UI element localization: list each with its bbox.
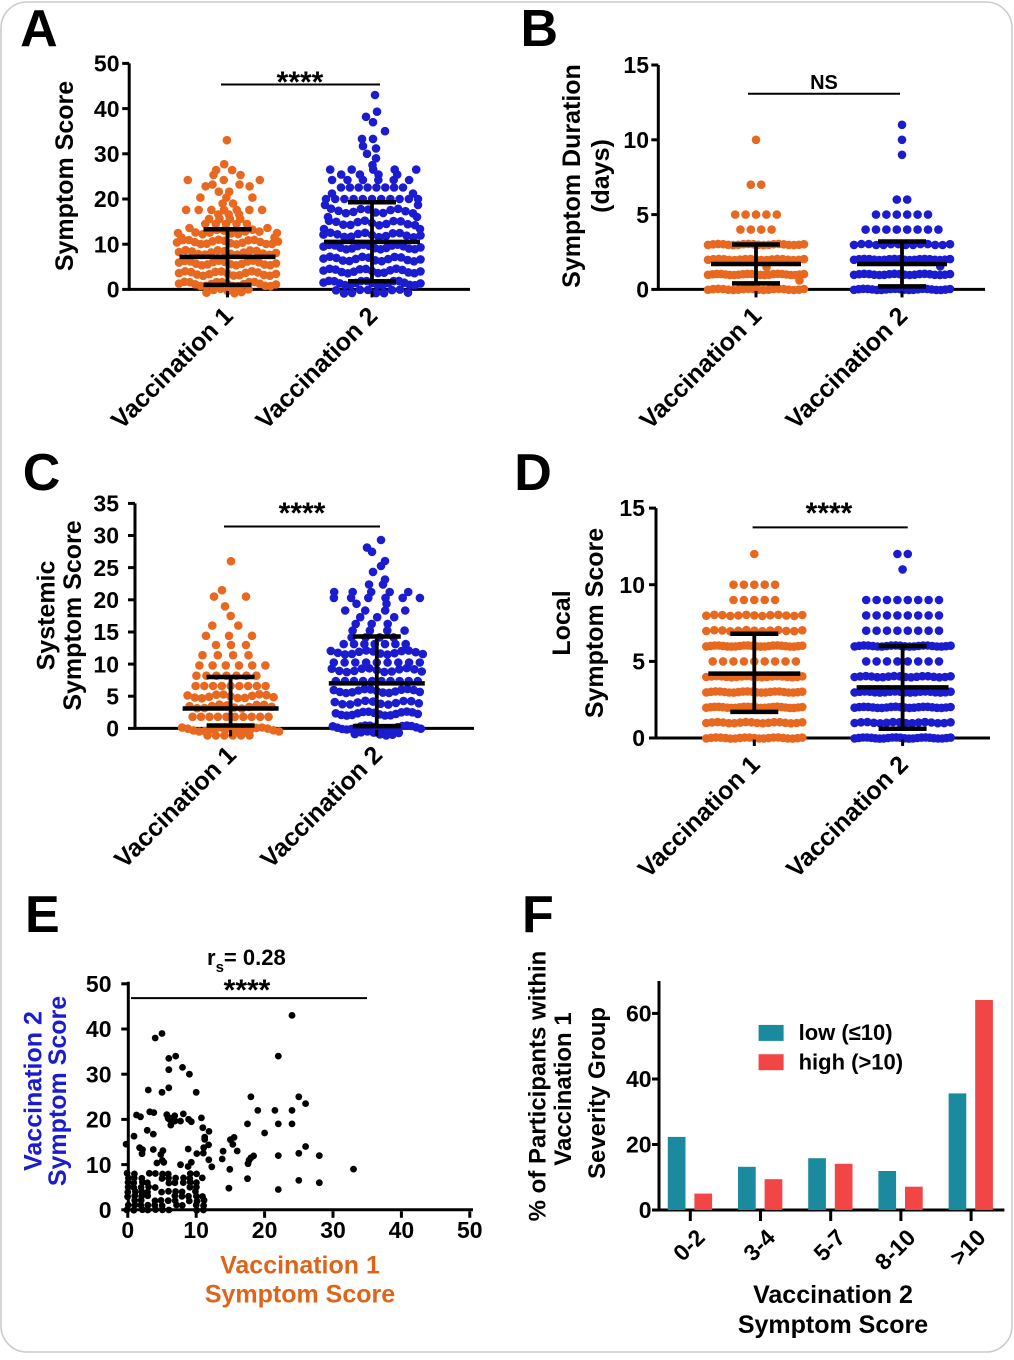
svg-text:25: 25: [93, 555, 119, 581]
svg-text:0: 0: [99, 1197, 112, 1223]
svg-text:high (>10): high (>10): [799, 1050, 904, 1075]
svg-text:20: 20: [86, 1107, 112, 1133]
svg-text:****: ****: [224, 974, 271, 1007]
svg-text:20: 20: [626, 1132, 652, 1158]
svg-text:20: 20: [252, 1217, 278, 1243]
svg-text:Symptom Score: Symptom Score: [205, 1280, 395, 1308]
svg-text:10: 10: [623, 127, 649, 153]
svg-text:****: ****: [279, 497, 326, 530]
svg-text:Local: Local: [548, 590, 576, 655]
svg-text:35: 35: [93, 491, 119, 517]
svg-text:0: 0: [106, 716, 119, 742]
svg-text:A: A: [20, 0, 58, 58]
svg-text:C: C: [23, 444, 61, 502]
svg-text:Vaccination 2: Vaccination 2: [19, 1011, 47, 1171]
svg-text:0: 0: [636, 277, 649, 303]
svg-text:30: 30: [320, 1217, 346, 1243]
svg-text:60: 60: [626, 1001, 652, 1027]
svg-text:Symptom Score: Symptom Score: [59, 520, 87, 710]
svg-text:50: 50: [457, 1217, 483, 1243]
svg-text:Symptom Score: Symptom Score: [44, 996, 72, 1186]
svg-text:30: 30: [93, 523, 119, 549]
svg-text:Symptom Score: Symptom Score: [738, 1311, 928, 1339]
svg-text:30: 30: [94, 141, 120, 167]
svg-text:****: ****: [806, 497, 853, 530]
svg-text:Systemic: Systemic: [33, 561, 61, 671]
svg-text:0: 0: [632, 725, 645, 751]
svg-text:0: 0: [107, 277, 120, 303]
svg-text:D: D: [514, 444, 552, 502]
svg-text:Vaccination 2: Vaccination 2: [753, 1281, 913, 1309]
svg-text:15: 15: [623, 52, 649, 78]
svg-text:15: 15: [93, 619, 119, 645]
svg-text:low (≤10): low (≤10): [799, 1020, 893, 1045]
svg-text:****: ****: [277, 66, 324, 99]
svg-text:20: 20: [93, 587, 119, 613]
svg-text:5: 5: [106, 684, 119, 710]
svg-text:5: 5: [636, 202, 649, 228]
svg-text:Severity Group: Severity Group: [584, 1007, 611, 1179]
svg-text:40: 40: [94, 96, 120, 122]
svg-text:30: 30: [86, 1061, 112, 1087]
svg-text:E: E: [25, 886, 60, 944]
svg-text:Symptom Score: Symptom Score: [581, 528, 609, 718]
svg-text:5: 5: [632, 649, 645, 675]
svg-text:10: 10: [94, 231, 120, 257]
svg-text:Symptom Score: Symptom Score: [51, 81, 79, 271]
svg-text:10: 10: [86, 1152, 112, 1178]
svg-text:0: 0: [121, 1217, 134, 1243]
svg-text:NS: NS: [810, 72, 838, 94]
svg-text:20: 20: [94, 186, 120, 212]
svg-text:15: 15: [619, 495, 645, 521]
svg-text:% of Participants within: % of Participants within: [525, 951, 552, 1222]
svg-text:B: B: [521, 0, 559, 58]
svg-text:10: 10: [619, 572, 645, 598]
svg-text:50: 50: [94, 51, 120, 77]
svg-text:(days): (days): [587, 139, 615, 213]
svg-text:Vaccination 1: Vaccination 1: [550, 1012, 577, 1165]
svg-text:Vaccination 1: Vaccination 1: [220, 1251, 380, 1279]
svg-text:10: 10: [93, 651, 119, 677]
svg-text:F: F: [522, 886, 554, 944]
svg-text:40: 40: [86, 1016, 112, 1042]
svg-text:Symptom Duration: Symptom Duration: [558, 64, 586, 288]
svg-text:40: 40: [626, 1066, 652, 1092]
svg-text:0: 0: [639, 1197, 652, 1223]
svg-text:50: 50: [86, 971, 112, 997]
svg-text:10: 10: [183, 1217, 209, 1243]
svg-text:40: 40: [389, 1217, 415, 1243]
